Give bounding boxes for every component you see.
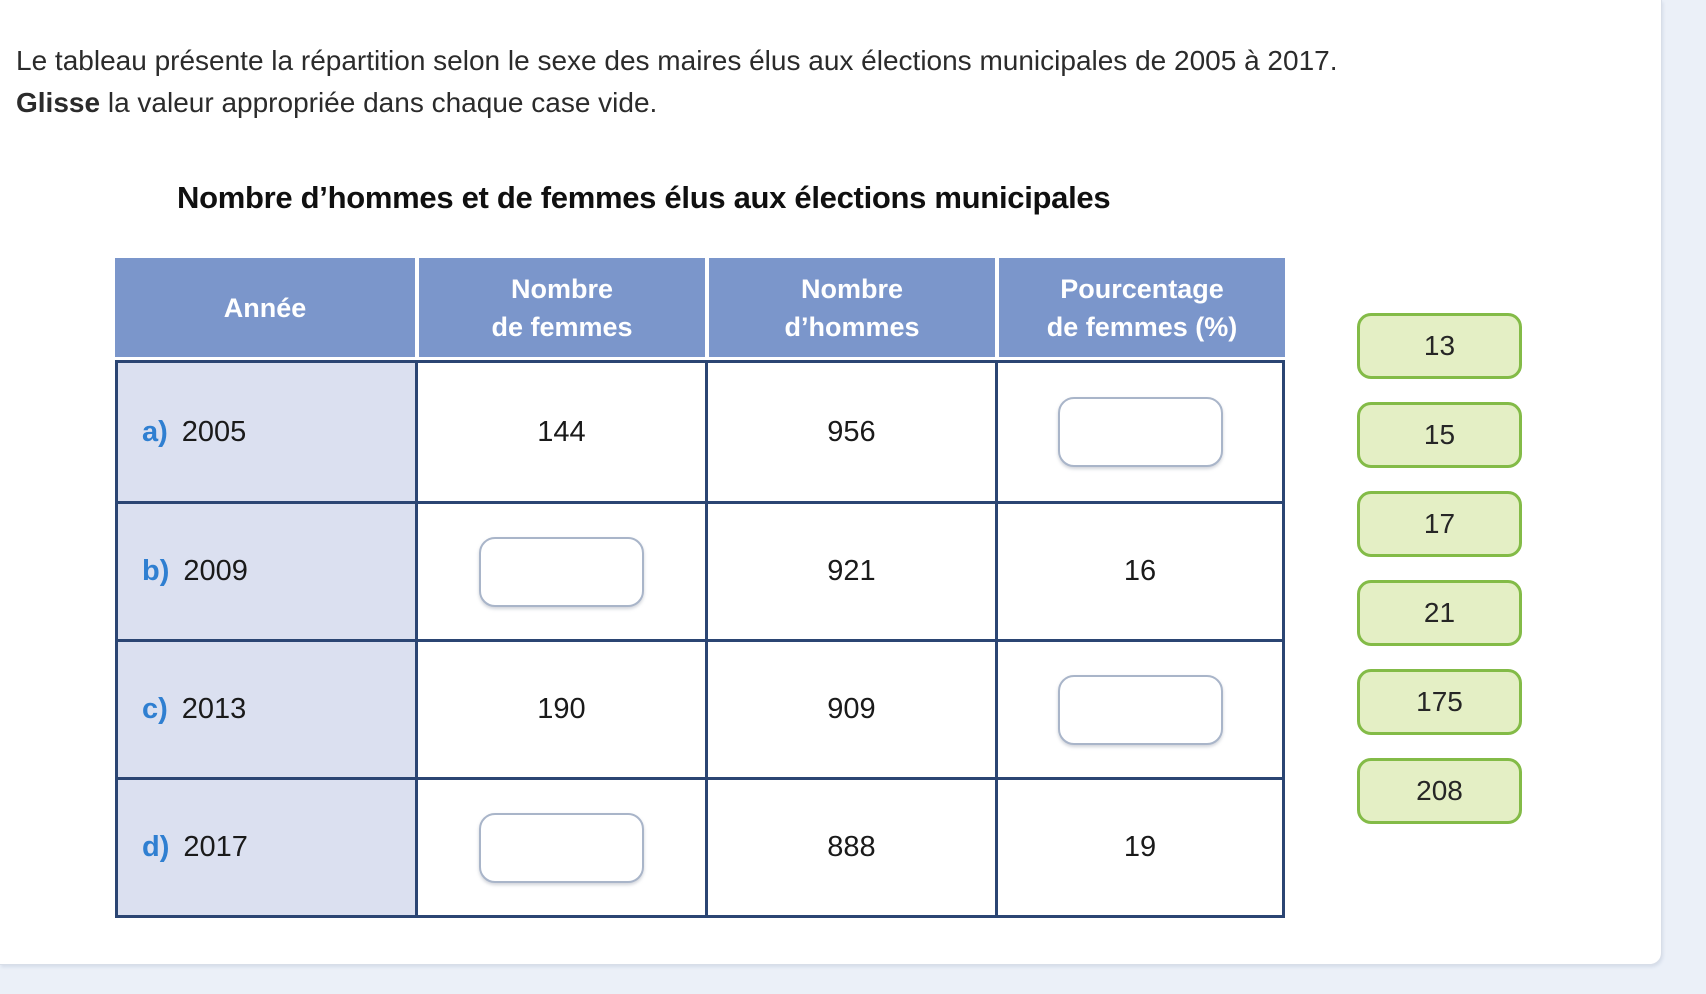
cell-nombre-femmes-2013: 190 xyxy=(415,642,705,777)
drop-zone-femmes-2009[interactable] xyxy=(479,536,644,607)
value-hommes-2005: 956 xyxy=(827,415,876,448)
value-hommes-2009: 921 xyxy=(827,555,876,587)
cell-nombre-hommes-2017: 888 xyxy=(705,780,995,915)
year-2005: 2005 xyxy=(181,415,247,448)
value-hommes-2017: 888 xyxy=(827,831,876,863)
cell-nombre-femmes-2005: 144 xyxy=(415,363,705,501)
header-pourcentage-line1: Pourcentage xyxy=(1060,273,1224,304)
drop-zone-femmes-2017[interactable] xyxy=(479,812,644,883)
cell-nombre-hommes-2013: 909 xyxy=(705,642,995,777)
value-chip-21[interactable]: 21 xyxy=(1357,580,1522,646)
value-chip-208[interactable]: 208 xyxy=(1357,758,1522,824)
cell-pourcentage-2017: 19 xyxy=(995,780,1282,915)
drop-zone-pourcentage-2005[interactable] xyxy=(1057,397,1223,467)
year-2017: 2017 xyxy=(183,831,248,863)
header-pourcentage-line2: de femmes (%) xyxy=(1046,311,1238,342)
value-chip-17[interactable]: 17 xyxy=(1357,491,1522,557)
value-chip-175[interactable]: 175 xyxy=(1357,669,1522,735)
glisse-emphasis: Glisse xyxy=(16,87,101,118)
table-body: a) 2005 144 956 b) 2009 921 16 c) 2013 190 … xyxy=(115,360,1285,918)
table-row-c: c) 2013 190 909 xyxy=(118,639,1282,777)
content-card: Le tableau présente la répartition selon… xyxy=(0,0,1662,965)
header-hommes-line1: Nombre xyxy=(800,273,903,304)
year-2009: 2009 xyxy=(183,555,248,587)
instructions-text: Le tableau présente la répartition selon… xyxy=(16,40,1516,124)
table-row-b: b) 2009 921 16 xyxy=(118,501,1282,639)
cell-nombre-hommes-2005: 956 xyxy=(705,363,995,501)
row-letter-c: c) xyxy=(142,693,168,725)
value-chips-tray: 13 15 17 21 175 208 xyxy=(1357,313,1522,824)
row-letter-a: a) xyxy=(142,415,168,448)
value-chip-15[interactable]: 15 xyxy=(1357,402,1522,468)
row-letter-b: b) xyxy=(142,555,170,587)
instruction-line-2-rest: la valeur appropriée dans chaque case vi… xyxy=(100,87,658,118)
table-header-row: Année Nombre de femmes Nombre d’hommes Pou… xyxy=(115,258,1285,357)
row-label-cell-b: b) 2009 xyxy=(118,504,415,639)
table-row-d: d) 2017 888 19 xyxy=(118,777,1282,915)
header-cell-pourcentage-femmes: Pourcentage de femmes (%) xyxy=(995,258,1285,357)
cell-nombre-femmes-2009 xyxy=(415,504,705,639)
value-pourcentage-2009: 16 xyxy=(1123,555,1157,587)
header-femmes-line1: Nombre xyxy=(510,273,613,304)
value-femmes-2005: 144 xyxy=(537,415,586,448)
cell-nombre-femmes-2017 xyxy=(415,780,705,915)
value-chip-13[interactable]: 13 xyxy=(1357,313,1522,379)
row-label-cell-c: c) 2013 xyxy=(118,642,415,777)
drop-zone-pourcentage-2013[interactable] xyxy=(1057,674,1223,745)
header-cell-annee: Année xyxy=(115,258,415,357)
cell-nombre-hommes-2009: 921 xyxy=(705,504,995,639)
header-femmes-line2: de femmes xyxy=(491,311,633,342)
instruction-line-2: Glisse la valeur appropriée dans chaque … xyxy=(16,82,1516,124)
header-hommes-line2: d’hommes xyxy=(784,311,920,342)
cell-pourcentage-2013 xyxy=(995,642,1282,777)
row-label-cell-a: a) 2005 xyxy=(118,363,415,501)
row-label-cell-d: d) 2017 xyxy=(118,780,415,915)
row-letter-d: d) xyxy=(142,831,170,863)
instruction-line-1: Le tableau présente la répartition selon… xyxy=(16,45,1338,76)
value-femmes-2013: 190 xyxy=(537,693,586,725)
value-hommes-2013: 909 xyxy=(827,693,876,725)
year-2013: 2013 xyxy=(181,693,247,725)
header-annee-line1: Année xyxy=(223,292,307,323)
table-row-a: a) 2005 144 956 xyxy=(118,363,1282,501)
table-title: Nombre d’hommes et de femmes élus aux él… xyxy=(177,180,1111,215)
header-cell-nombre-femmes: Nombre de femmes xyxy=(415,258,705,357)
cell-pourcentage-2009: 16 xyxy=(995,504,1282,639)
header-cell-nombre-hommes: Nombre d’hommes xyxy=(705,258,995,357)
value-pourcentage-2017: 19 xyxy=(1123,831,1157,863)
cell-pourcentage-2005 xyxy=(995,363,1282,501)
